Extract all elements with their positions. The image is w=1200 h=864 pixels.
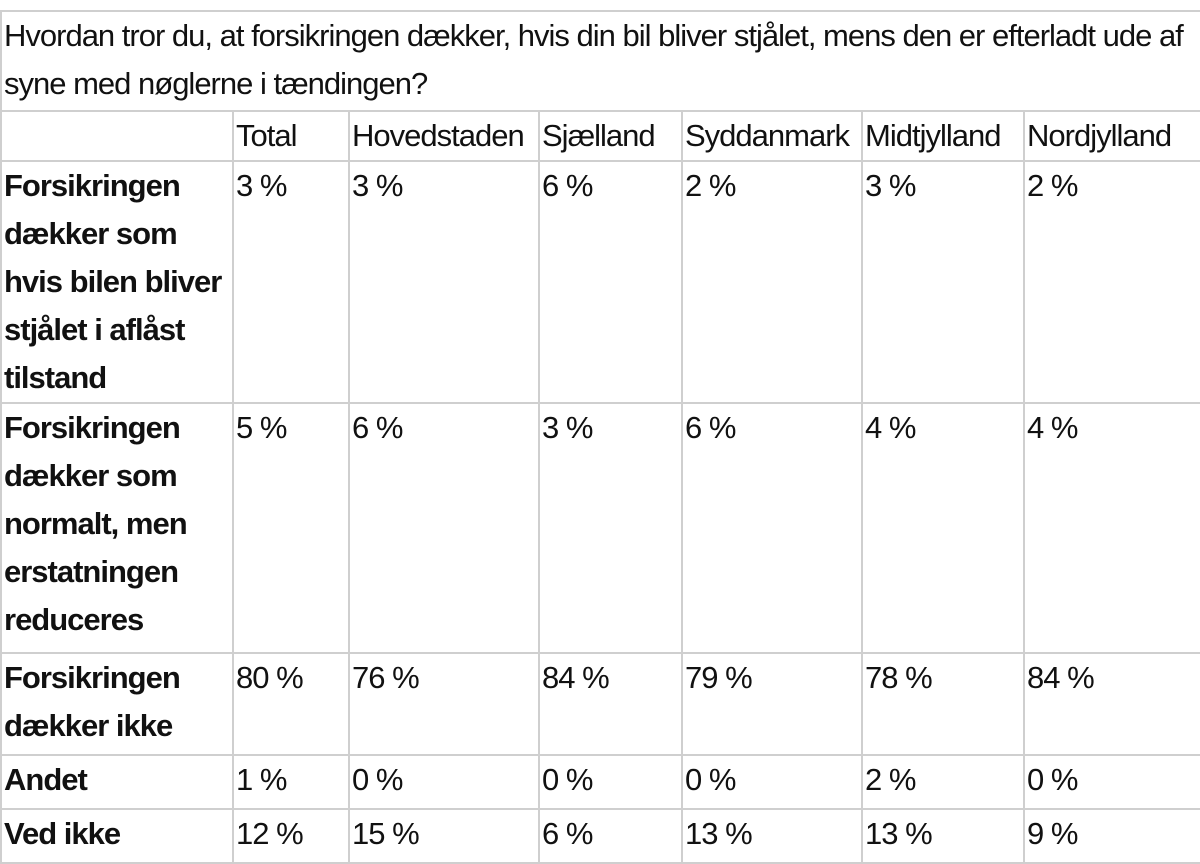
- table-row: Forsikringen dækker som normalt, men ers…: [0, 402, 1200, 654]
- table-cell: 2 %: [861, 754, 1025, 810]
- table-cell: 12 %: [232, 808, 350, 864]
- question-row: Hvordan tror du, at forsikringen dækker,…: [0, 10, 1200, 112]
- table-row: Forsikringen dækker ikke 80 % 76 % 84 % …: [0, 652, 1200, 756]
- table-cell: 2 %: [681, 160, 863, 404]
- row-label: Andet: [0, 754, 234, 810]
- table-cell: 79 %: [681, 652, 863, 756]
- table-cell: 3 %: [348, 160, 540, 404]
- table-cell: 78 %: [861, 652, 1025, 756]
- table-cell: 76 %: [348, 652, 540, 756]
- table-cell: 3 %: [861, 160, 1025, 404]
- header-row: Total Hovedstaden Sjælland Syddanmark Mi…: [0, 110, 1200, 162]
- table-cell: 0 %: [1022, 754, 1200, 810]
- table-cell: 0 %: [538, 754, 683, 810]
- table-cell: 9 %: [1022, 808, 1200, 864]
- row-label: Forsikringen dækker som normalt, men ers…: [0, 402, 234, 654]
- table-cell: 84 %: [538, 652, 683, 756]
- column-header-syddanmark: Syddanmark: [681, 110, 863, 162]
- table-cell: 1 %: [232, 754, 350, 810]
- table-cell: 0 %: [348, 754, 540, 810]
- row-label: Forsikringen dækker som hvis bilen blive…: [0, 160, 234, 404]
- survey-question: Hvordan tror du, at forsikringen dækker,…: [0, 10, 1200, 112]
- table-cell: 80 %: [232, 652, 350, 756]
- row-label: Ved ikke: [0, 808, 234, 864]
- column-header-midtjylland: Midtjylland: [861, 110, 1025, 162]
- page: Hvordan tror du, at forsikringen dækker,…: [0, 10, 1200, 864]
- table-cell: 13 %: [681, 808, 863, 864]
- table-row: Forsikringen dækker som hvis bilen blive…: [0, 160, 1200, 404]
- table-cell: 4 %: [1022, 402, 1200, 654]
- table-cell: 84 %: [1022, 652, 1200, 756]
- column-header-total: Total: [232, 110, 350, 162]
- table-cell: 4 %: [861, 402, 1025, 654]
- table-cell: 15 %: [348, 808, 540, 864]
- table-cell: 0 %: [681, 754, 863, 810]
- table-cell: 6 %: [538, 160, 683, 404]
- table-cell: 6 %: [348, 402, 540, 654]
- table-row: Andet 1 % 0 % 0 % 0 % 2 % 0 %: [0, 754, 1200, 810]
- table-cell: 6 %: [681, 402, 863, 654]
- column-header-nordjylland: Nordjylland: [1022, 110, 1200, 162]
- survey-table: Hvordan tror du, at forsikringen dækker,…: [0, 10, 1200, 864]
- row-label: Forsikringen dækker ikke: [0, 652, 234, 756]
- column-header-sjaelland: Sjælland: [538, 110, 683, 162]
- table-cell: 3 %: [538, 402, 683, 654]
- table-cell: 5 %: [232, 402, 350, 654]
- table-cell: 13 %: [861, 808, 1025, 864]
- table-cell: 2 %: [1022, 160, 1200, 404]
- header-corner-cell: [0, 110, 234, 162]
- table-cell: 6 %: [538, 808, 683, 864]
- table-row: Ved ikke 12 % 15 % 6 % 13 % 13 % 9 %: [0, 808, 1200, 864]
- table-cell: 3 %: [232, 160, 350, 404]
- column-header-hovedstaden: Hovedstaden: [348, 110, 540, 162]
